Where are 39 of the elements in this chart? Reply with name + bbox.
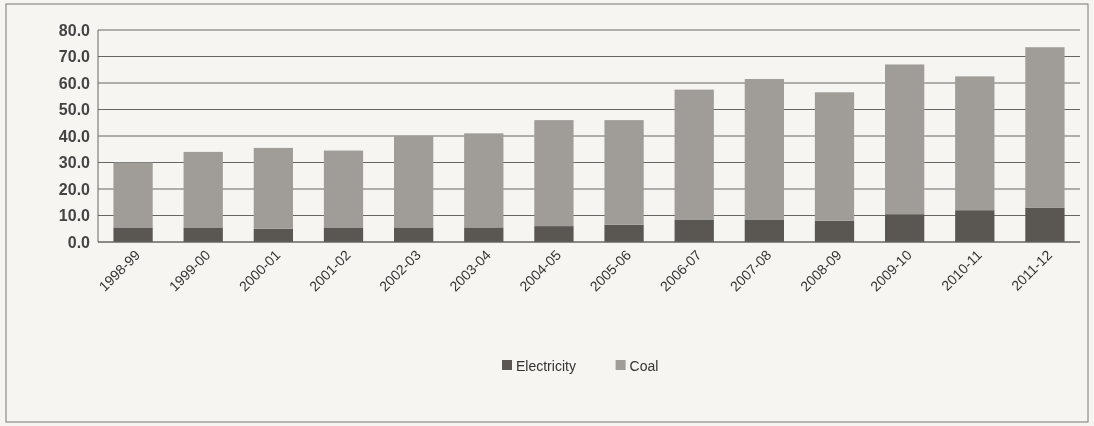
y-tick-label: 50.0	[58, 101, 91, 119]
bar	[1025, 47, 1065, 208]
y-tick-label: 40.0	[58, 127, 91, 145]
y-tick-label: 60.0	[58, 74, 91, 92]
bar	[253, 228, 293, 242]
y-tick-label: 10.0	[58, 207, 91, 225]
bar	[534, 226, 574, 242]
bar	[885, 214, 925, 242]
bar	[323, 150, 364, 228]
bar	[744, 79, 784, 220]
y-tick-label: 20.0	[58, 180, 91, 198]
bar	[113, 227, 153, 242]
legend-label: Electricity	[516, 357, 576, 374]
bar	[183, 227, 223, 242]
bar	[464, 227, 504, 242]
bar	[955, 210, 995, 242]
legend-label: Coal	[629, 357, 659, 374]
bar	[464, 133, 504, 228]
bar	[113, 162, 153, 228]
bar	[955, 76, 995, 211]
y-tick-label: 30.0	[58, 154, 91, 172]
bar	[604, 224, 644, 242]
bar	[885, 64, 925, 215]
bar	[814, 220, 855, 242]
bar	[744, 219, 784, 242]
bar	[674, 219, 714, 242]
bar	[394, 136, 434, 228]
bar	[1025, 207, 1065, 242]
bar	[534, 120, 574, 227]
bar	[183, 151, 223, 228]
y-tick-label: 70.0	[58, 48, 91, 66]
bar	[674, 89, 714, 220]
bar	[253, 147, 293, 229]
bar	[814, 92, 855, 221]
bar	[323, 227, 364, 242]
y-tick-label: 80.0	[58, 21, 91, 39]
bar	[604, 120, 644, 225]
y-tick-label: 0.0	[67, 233, 91, 251]
bar	[394, 227, 434, 242]
